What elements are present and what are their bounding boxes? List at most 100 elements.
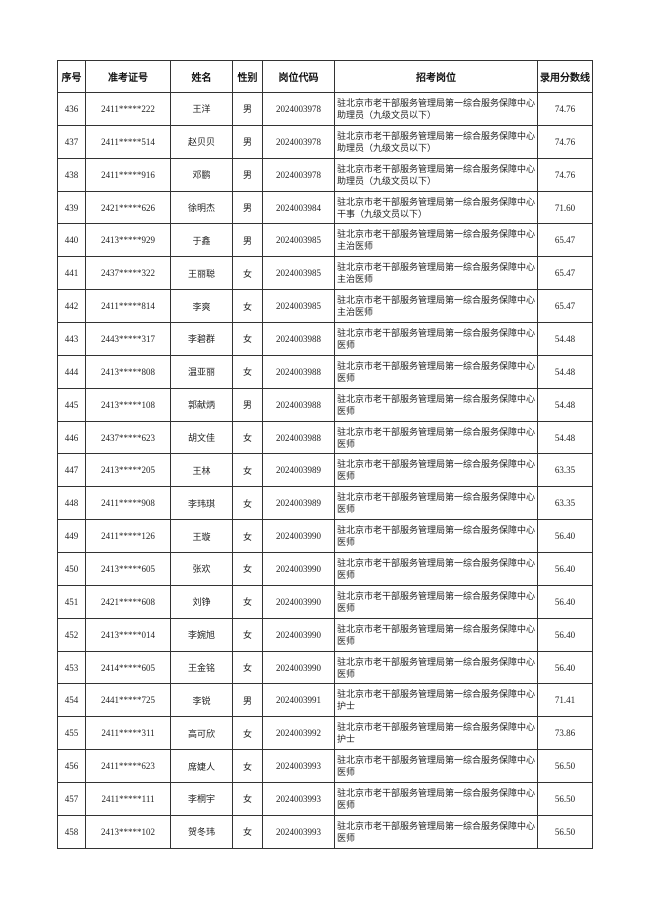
table-row: 448 2411*****908 李玮琪女 2024003989 驻北京市老干部服务管理…	[57, 486, 593, 521]
index-cell: 457	[57, 782, 86, 816]
score-cell: 63.35	[537, 486, 593, 521]
table-row: 444 2413*****808 温亚丽女 2024003988 驻北京市老干部服务管理…	[57, 354, 593, 389]
table-row: 451 2421*****608 刘铮女 2024003990 驻北京市老干部服务管理局…	[57, 584, 593, 619]
index-cell: 450	[57, 552, 86, 586]
index-cell: 454	[57, 683, 86, 718]
table-row: 458 2413*****102 贺冬玮女 2024003993 驻北京市老干部服务管理…	[57, 814, 593, 849]
gender-cell: 女	[232, 486, 263, 521]
name-cell: 王璇	[170, 519, 233, 554]
position-cell: 驻北京市老干部服务管理局第一综合服务保障中心干事（九级文员以下）	[334, 190, 538, 225]
exam-id-cell: 2421*****608	[85, 584, 171, 619]
index-cell: 445	[57, 387, 86, 422]
position-code-cell: 2024003984	[262, 190, 335, 225]
name-cell: 于鑫	[170, 223, 233, 258]
position-code-cell: 2024003985	[262, 256, 335, 291]
score-cell: 74.76	[537, 157, 593, 192]
position-cell: 驻北京市老干部服务管理局第一综合服务保障中心医师	[334, 322, 538, 356]
name-cell: 高可欣	[170, 716, 233, 751]
score-cell: 56.50	[537, 782, 593, 816]
gender-cell: 女	[232, 716, 263, 751]
index-cell: 448	[57, 486, 86, 521]
table-row: 443 2443*****317 李碧群女 2024003988 驻北京市老干部服务管理…	[57, 322, 593, 356]
exam-id-cell: 2411*****814	[85, 289, 171, 324]
position-cell: 驻北京市老干部服务管理局第一综合服务保障中心医师	[334, 519, 538, 554]
score-cell: 74.76	[537, 124, 593, 159]
score-cell: 54.48	[537, 387, 593, 422]
index-cell: 440	[57, 223, 86, 258]
col-score: 录用分数线	[537, 60, 593, 93]
position-cell: 驻北京市老干部服务管理局第一综合服务保障中心医师	[334, 354, 538, 389]
score-cell: 74.76	[537, 92, 593, 126]
index-cell: 444	[57, 354, 86, 389]
gender-cell: 女	[232, 420, 263, 455]
index-cell: 456	[57, 749, 86, 784]
position-code-cell: 2024003978	[262, 92, 335, 126]
name-cell: 李婉旭	[170, 617, 233, 652]
exam-id-cell: 2414*****605	[85, 650, 171, 685]
exam-id-cell: 2411*****126	[85, 519, 171, 554]
table-row: 438 2411*****916 邓鹏男 2024003978 驻北京市老干部服务管理局…	[57, 157, 593, 192]
position-cell: 驻北京市老干部服务管理局第一综合服务保障中心主治医师	[334, 289, 538, 324]
index-cell: 453	[57, 650, 86, 685]
score-cell: 63.35	[537, 453, 593, 488]
table-row: 457 2411*****111 李桐宇女 2024003993 驻北京市老干部服务管理…	[57, 782, 593, 816]
table-row: 445 2413*****108 郭献炳男 2024003988 驻北京市老干部服务管理…	[57, 387, 593, 422]
position-cell: 驻北京市老干部服务管理局第一综合服务保障中心医师	[334, 814, 538, 849]
table-row: 450 2413*****605 张欢女 2024003990 驻北京市老干部服务管理局…	[57, 552, 593, 586]
name-cell: 王丽聪	[170, 256, 233, 291]
gender-cell: 女	[232, 453, 263, 488]
index-cell: 442	[57, 289, 86, 324]
exam-id-cell: 2411*****623	[85, 749, 171, 784]
position-cell: 驻北京市老干部服务管理局第一综合服务保障中心医师	[334, 453, 538, 488]
gender-cell: 男	[232, 124, 263, 159]
exam-id-cell: 2411*****222	[85, 92, 171, 126]
exam-id-cell: 2421*****626	[85, 190, 171, 225]
col-index: 序号	[57, 60, 86, 93]
score-cell: 71.41	[537, 683, 593, 718]
table-row: 455 2411*****311 高可欣女 2024003992 驻北京市老干部服务管理…	[57, 716, 593, 751]
name-cell: 席婕人	[170, 749, 233, 784]
name-cell: 郭献炳	[170, 387, 233, 422]
score-cell: 54.48	[537, 354, 593, 389]
index-cell: 447	[57, 453, 86, 488]
position-code-cell: 2024003990	[262, 552, 335, 586]
col-position-code: 岗位代码	[262, 60, 335, 93]
position-code-cell: 2024003991	[262, 683, 335, 718]
table-row: 439 2421*****626 徐明杰男 2024003984 驻北京市老干部服务管理…	[57, 190, 593, 225]
gender-cell: 女	[232, 322, 263, 356]
score-cell: 56.40	[537, 617, 593, 652]
table-row: 453 2414*****605 王金铭女 2024003990 驻北京市老干部服务管理…	[57, 650, 593, 685]
exam-id-cell: 2411*****514	[85, 124, 171, 159]
position-code-cell: 2024003989	[262, 453, 335, 488]
position-code-cell: 2024003988	[262, 387, 335, 422]
score-cell: 56.40	[537, 552, 593, 586]
table-row: 456 2411*****623 席婕人女 2024003993 驻北京市老干部服务管理…	[57, 749, 593, 784]
exam-id-cell: 2411*****111	[85, 782, 171, 816]
exam-id-cell: 2437*****322	[85, 256, 171, 291]
name-cell: 李锐	[170, 683, 233, 718]
score-cell: 73.86	[537, 716, 593, 751]
name-cell: 温亚丽	[170, 354, 233, 389]
results-table: 序号 准考证号 姓名 性别 岗位代码 招考岗位 录用分数线 436 2411***…	[57, 60, 593, 849]
position-cell: 驻北京市老干部服务管理局第一综合服务保障中心医师	[334, 420, 538, 455]
gender-cell: 男	[232, 190, 263, 225]
position-code-cell: 2024003990	[262, 617, 335, 652]
position-cell: 驻北京市老干部服务管理局第一综合服务保障中心主治医师	[334, 223, 538, 258]
name-cell: 胡文佳	[170, 420, 233, 455]
table-row: 446 2437*****623 胡文佳女 2024003988 驻北京市老干部服务管理…	[57, 420, 593, 455]
position-cell: 驻北京市老干部服务管理局第一综合服务保障中心助理员（九级文员以下）	[334, 92, 538, 126]
gender-cell: 男	[232, 387, 263, 422]
score-cell: 56.40	[537, 650, 593, 685]
table-row: 447 2413*****205 王林女 2024003989 驻北京市老干部服务管理局…	[57, 453, 593, 488]
index-cell: 441	[57, 256, 86, 291]
score-cell: 65.47	[537, 289, 593, 324]
exam-id-cell: 2413*****014	[85, 617, 171, 652]
score-cell: 56.40	[537, 519, 593, 554]
name-cell: 赵贝贝	[170, 124, 233, 159]
name-cell: 王洋	[170, 92, 233, 126]
score-cell: 65.47	[537, 223, 593, 258]
table-row: 440 2413*****929 于鑫男 2024003985 驻北京市老干部服务管理局…	[57, 223, 593, 258]
position-code-cell: 2024003978	[262, 124, 335, 159]
position-cell: 驻北京市老干部服务管理局第一综合服务保障中心医师	[334, 387, 538, 422]
exam-id-cell: 2441*****725	[85, 683, 171, 718]
